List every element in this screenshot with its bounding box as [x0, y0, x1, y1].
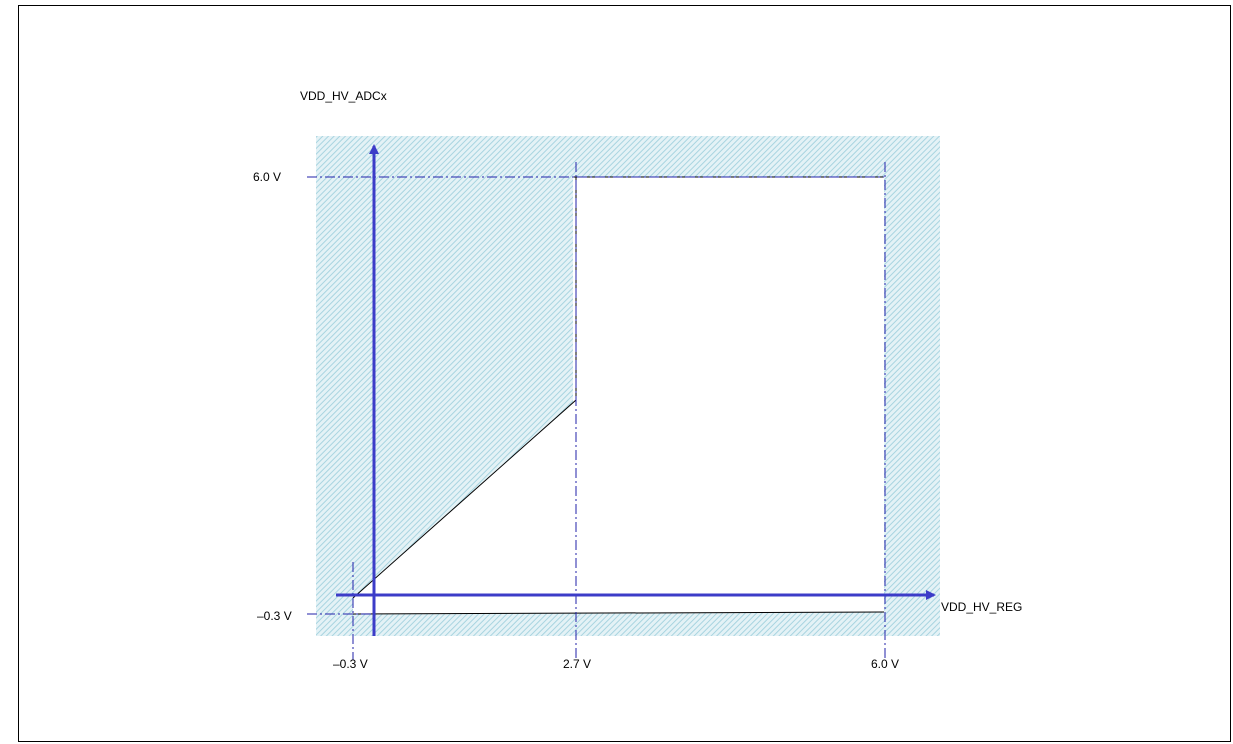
y-tick-neg03v: –0.3 V	[257, 609, 292, 623]
x-axis-label: VDD_HV_REG	[941, 600, 1022, 614]
x-tick-2v7: 2.7 V	[563, 657, 591, 671]
region-boundary-bottom	[352, 611, 885, 615]
x-tick-6v: 6.0 V	[871, 657, 899, 671]
y-tick-6v: 6.0 V	[253, 170, 281, 184]
x-tick-neg03v: –0.3 V	[333, 657, 368, 671]
y-axis-label: VDD_HV_ADCx	[300, 89, 387, 103]
allowed-region	[353, 177, 884, 614]
